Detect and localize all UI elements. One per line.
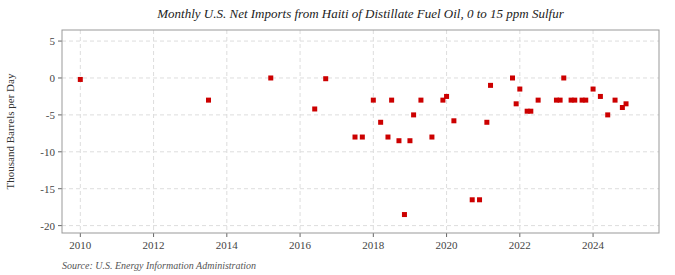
tick-label: 2022 — [509, 239, 531, 251]
tick-label: 2020 — [436, 239, 459, 251]
tick — [373, 233, 374, 237]
tick — [300, 233, 301, 237]
grid-line — [62, 225, 659, 226]
point — [407, 138, 412, 143]
point — [561, 75, 566, 80]
tick — [58, 188, 62, 189]
point — [396, 138, 401, 143]
tick — [519, 233, 520, 237]
grid-line — [373, 30, 374, 233]
grid-line — [62, 114, 659, 115]
tick-label: 2012 — [143, 239, 165, 251]
point — [624, 101, 629, 106]
grid-line — [593, 30, 594, 233]
tick-label: -5 — [46, 109, 56, 121]
tick — [58, 77, 62, 78]
point — [353, 135, 358, 140]
tick-label: 2010 — [69, 239, 92, 251]
point — [514, 101, 519, 106]
tick-label: 2024 — [582, 239, 605, 251]
grid-line — [300, 30, 301, 233]
point — [371, 98, 376, 103]
chart: 5 0 -5 -10 -15 -20 2010 2012 2014 2016 2018 2020 202… — [0, 0, 675, 275]
point — [536, 98, 541, 103]
point — [385, 135, 390, 140]
source: Source: U.S. Energy Information Administ… — [62, 260, 256, 271]
point — [598, 94, 603, 99]
tick-label: 2014 — [216, 239, 239, 251]
point — [613, 98, 618, 103]
tick — [593, 233, 594, 237]
plot-area — [62, 30, 659, 233]
tick — [58, 41, 62, 42]
point — [268, 75, 273, 80]
point — [78, 77, 83, 82]
point — [312, 106, 317, 111]
axes: 5 0 -5 -10 -15 -20 2010 2012 2014 2016 2018 2020 202… — [40, 30, 659, 251]
point — [429, 135, 434, 140]
tick-label: -20 — [40, 220, 55, 232]
point — [558, 98, 563, 103]
title: Monthly U.S. Net Imports from Haiti of D… — [156, 6, 564, 21]
point — [418, 98, 423, 103]
grid-line — [226, 30, 227, 233]
grid-line — [80, 30, 81, 233]
tick — [80, 233, 81, 237]
point — [470, 197, 475, 202]
point — [378, 120, 383, 125]
grid-line — [62, 151, 659, 152]
point — [484, 120, 489, 125]
tick — [58, 114, 62, 115]
tick-label: 5 — [50, 35, 56, 47]
point — [488, 83, 493, 88]
point — [323, 76, 328, 81]
grid-line — [62, 77, 659, 78]
point — [444, 94, 449, 99]
point — [605, 112, 610, 117]
point — [402, 212, 407, 217]
y-axis-label: Thousand Barrels per Day — [4, 73, 16, 189]
tick-label: -15 — [40, 183, 55, 195]
point — [528, 109, 533, 114]
grid-line — [446, 30, 447, 233]
tick — [446, 233, 447, 237]
grid-line — [519, 30, 520, 233]
point — [360, 135, 365, 140]
point — [389, 98, 394, 103]
tick-label: 2018 — [362, 239, 385, 251]
point — [510, 75, 515, 80]
point — [591, 87, 596, 92]
points — [78, 75, 629, 217]
tick-label: -10 — [40, 146, 55, 158]
point — [477, 197, 482, 202]
point — [451, 118, 456, 123]
point — [411, 112, 416, 117]
tick — [153, 233, 154, 237]
grid-line — [153, 30, 154, 233]
tick-label: 2016 — [289, 239, 312, 251]
tick — [226, 233, 227, 237]
point — [583, 98, 588, 103]
grid-line — [62, 41, 659, 42]
plot-frame — [62, 30, 659, 233]
point — [572, 98, 577, 103]
point — [206, 98, 211, 103]
grid-line — [62, 188, 659, 189]
tick-label: 0 — [50, 72, 56, 84]
grid — [62, 30, 659, 233]
tick — [58, 225, 62, 226]
tick — [58, 151, 62, 152]
point — [517, 87, 522, 92]
